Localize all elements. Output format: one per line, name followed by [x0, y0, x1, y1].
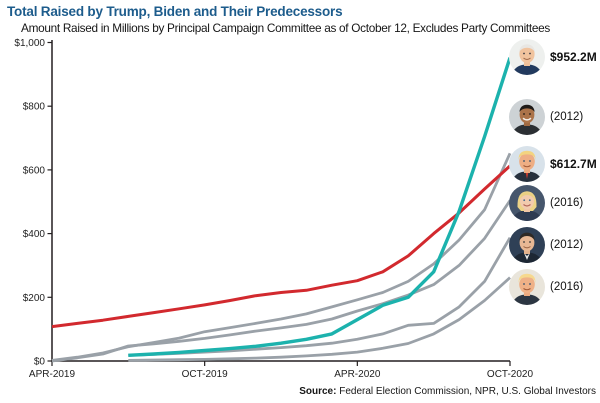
series-line-joe-biden-2020- — [128, 57, 512, 357]
trump-2016-avatar-icon — [509, 269, 545, 305]
y-axis-tick-label: $200 — [23, 293, 46, 304]
series-line-hillary-clinton-2016- — [51, 199, 512, 363]
legend-item-obama-2012: (2012) — [509, 99, 583, 135]
y-axis-tick-label: $400 — [23, 229, 46, 240]
romney-year-label: (2012) — [550, 239, 584, 251]
romney-avatar-icon — [509, 227, 545, 263]
page-title: Total Raised by Trump, Biden and Their P… — [7, 4, 343, 19]
x-axis-tick-label: APR-2019 — [29, 369, 76, 380]
trump-total-label: $612.7M — [550, 157, 597, 171]
series-line-donald-trump-2016- — [128, 276, 511, 362]
y-axis-tick-label: $1,000 — [14, 38, 45, 49]
clinton-year-label: (2016) — [550, 197, 584, 209]
source-text: Federal Election Commission, NPR, U.S. G… — [336, 386, 596, 397]
source-note: Source: Federal Election Commission, NPR… — [299, 386, 596, 397]
x-axis-tick-label: OCT-2019 — [182, 369, 229, 380]
trump-2020-avatar-icon — [509, 146, 545, 182]
obama-year-label: (2012) — [550, 111, 584, 123]
clinton-avatar-icon — [509, 185, 545, 221]
x-axis-tick-label: APR-2020 — [334, 369, 381, 380]
y-axis-tick-label: $800 — [23, 102, 46, 113]
biden-avatar-icon — [509, 39, 545, 75]
biden-total-label: $952.2M — [550, 50, 597, 64]
source-prefix: Source: — [299, 386, 337, 397]
legend-item-romney-2012: (2012) — [509, 227, 583, 263]
legend-item-clinton-2016: (2016) — [509, 185, 583, 221]
series-line-donald-trump-2020- — [51, 164, 512, 329]
x-axis-tick-label: OCT-2020 — [487, 369, 534, 380]
legend-item-biden-2020: $952.2M — [509, 39, 597, 75]
page-subtitle: Amount Raised in Millions by Principal C… — [21, 21, 550, 35]
trump-2016-year-label: (2016) — [550, 281, 584, 293]
chart-axes — [51, 40, 510, 362]
y-axis-tick-label: $600 — [23, 165, 46, 176]
legend-item-trump-2020: $612.7M — [509, 146, 597, 182]
obama-avatar-icon — [509, 99, 545, 135]
legend-item-trump-2016: (2016) — [509, 269, 583, 305]
y-axis-tick-label: $0 — [34, 357, 46, 368]
